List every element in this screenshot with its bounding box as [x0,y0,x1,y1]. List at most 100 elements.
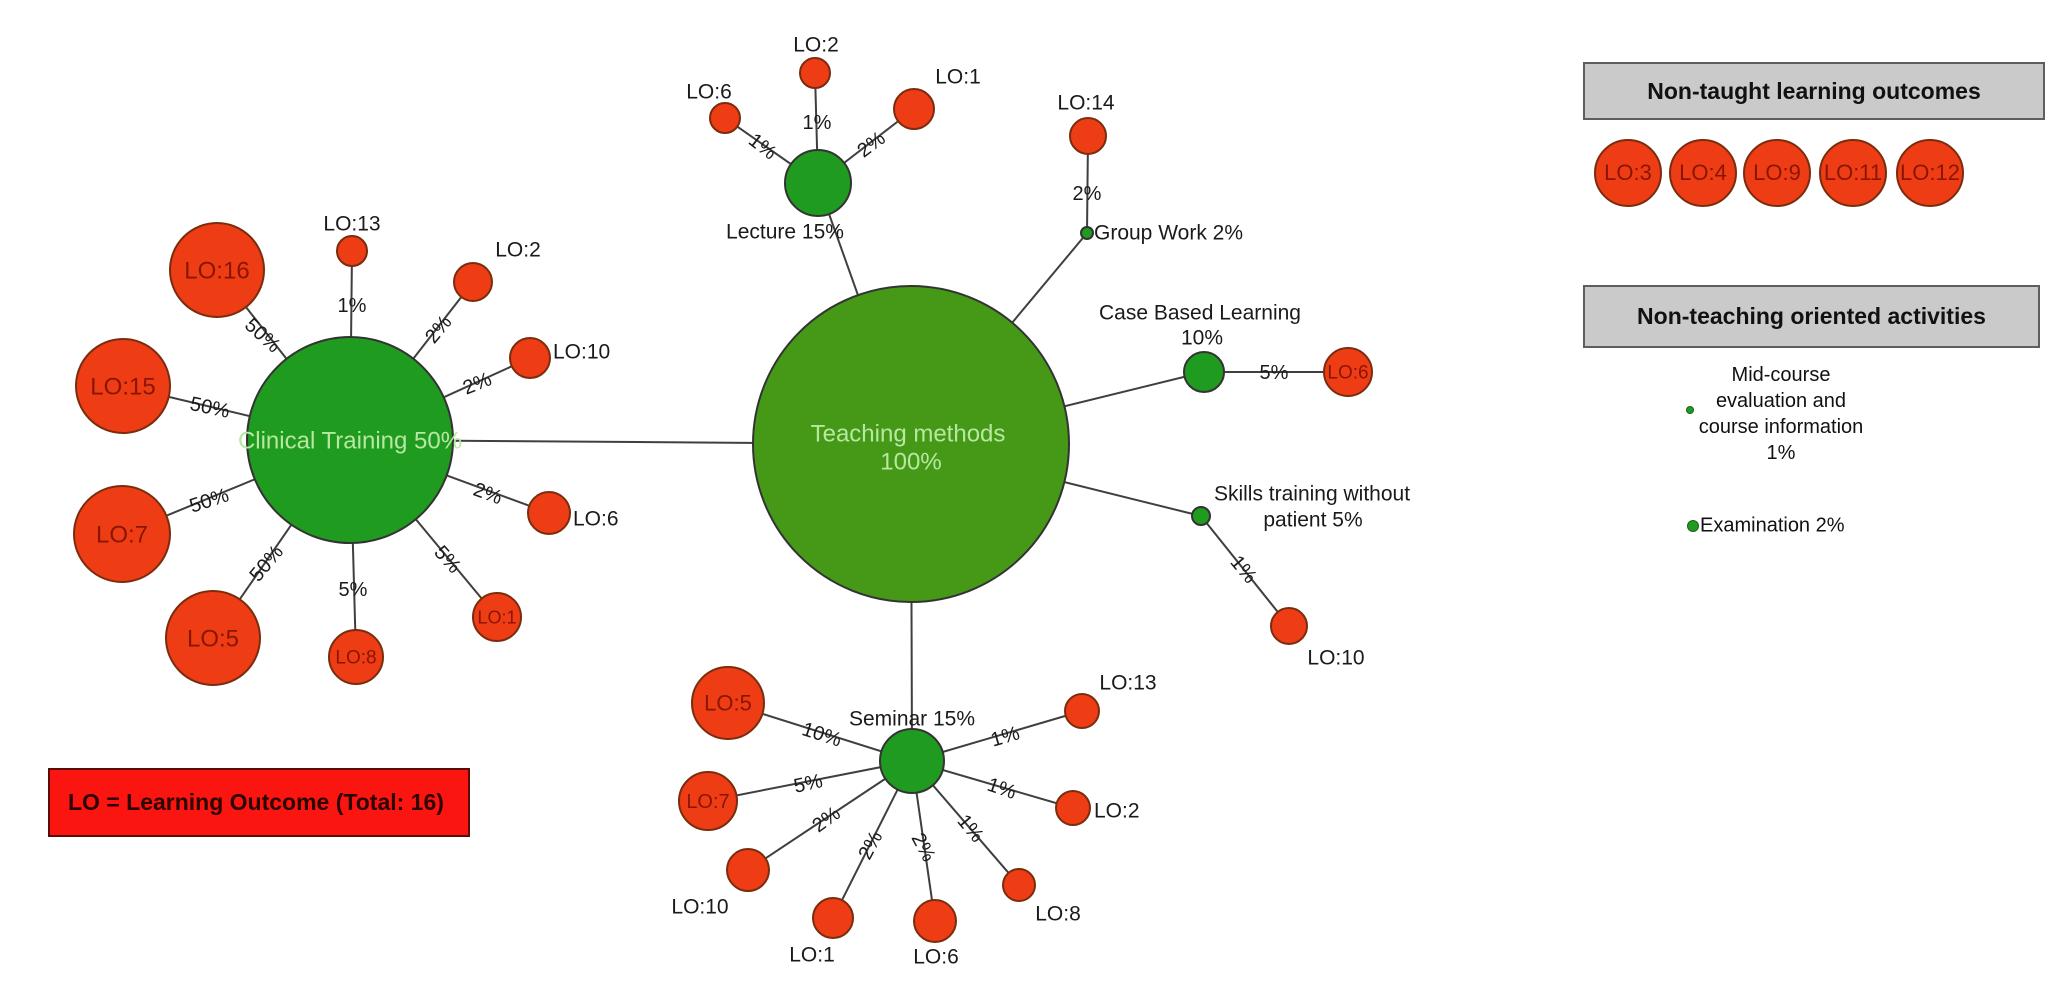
mid-course-item: Mid-course evaluation and course informa… [1651,362,1911,466]
node-teaching-methods-label-0: Teaching methods [811,420,1006,447]
sat-seminar-lo10 [726,848,770,892]
sat-clinical-training-lo8-label: LO:8 [335,648,376,669]
mid-course-dot-icon [1686,406,1694,414]
non-teaching-header-label: Non-teaching oriented activities [1637,303,1986,329]
sat-seminar-lo1 [812,897,854,939]
legend-label: LO = Learning Outcome (Total: 16) [68,789,444,815]
panel-circle-lo11: LO:11 [1819,139,1887,207]
sat-group-work-lo14-label: LO:14 [1057,91,1115,114]
node-skills-training-name-0: Skills training without [1214,482,1410,505]
sat-clinical-training-lo1-label: LO:1 [477,607,516,627]
sat-clinical-training-lo16-label: LO:16 [184,257,249,284]
sat-case-based-learning-lo6-label: LO:6 [1327,363,1368,384]
sat-seminar-lo8-label: LO:8 [1035,902,1081,925]
pct-seminar-lo5: 10% [799,718,844,751]
pct-clinical-training-lo13: 1% [338,295,367,317]
node-case-based-learning-name-1: 10% [1181,326,1223,349]
mid-course-line-1: Mid-course [1731,364,1831,386]
sat-lecture-lo1 [893,88,935,130]
pct-clinical-training-lo16: 50% [240,314,285,357]
sat-seminar-lo7 [678,771,738,831]
panel-circle-lo9: LO:9 [1743,139,1811,207]
pct-clinical-training-lo5: 50% [245,541,288,586]
node-seminar [879,728,945,794]
sat-clinical-training-lo13-label: LO:13 [323,212,380,235]
sat-clinical-training-lo2-label: LO:2 [495,238,541,261]
sat-seminar-lo5-label: LO:5 [704,691,752,716]
panel-circle-lo4: LO:4 [1669,139,1737,207]
mid-course-line-3: course information [1698,416,1864,438]
non-teaching-header: Non-teaching oriented activities [1583,285,2040,348]
sat-clinical-training-lo1 [472,592,522,642]
sat-clinical-training-lo10 [509,337,551,379]
sat-clinical-training-lo7-label: LO:7 [96,521,148,548]
sat-seminar-lo13-label: LO:13 [1099,671,1156,694]
pct-seminar-lo2: 1% [984,774,1019,804]
node-clinical-training [246,336,454,544]
pct-clinical-training-lo15: 50% [188,393,232,423]
examination-dot-icon [1687,520,1699,532]
sat-clinical-training-lo5 [165,590,261,686]
edge-skills-training-lo10 [1200,515,1290,627]
sat-lecture-lo6 [709,102,741,134]
sat-seminar-lo6-label: LO:6 [913,945,959,968]
sat-seminar-lo7-label: LO:7 [686,791,729,813]
legend-box: LO = Learning Outcome (Total: 16) [48,768,470,837]
sat-clinical-training-lo16 [169,222,265,318]
pct-skills-training-lo10: 1% [1226,552,1262,588]
node-group-work [1080,226,1094,240]
sat-clinical-training-lo15-label: LO:15 [90,373,155,400]
sat-lecture-lo2-label: LO:2 [793,33,839,56]
node-clinical-training-label: Clinical Training 50% [238,427,462,454]
sat-seminar-lo2 [1055,790,1091,826]
sat-clinical-training-lo13 [336,235,368,267]
sat-clinical-training-lo6 [527,491,571,535]
pct-clinical-training-lo7: 50% [187,484,232,517]
examination-label: Examination 2% [1700,514,1845,537]
sat-clinical-training-lo2 [453,262,493,302]
node-group-work-name-0: Group Work 2% [1094,221,1243,244]
sat-clinical-training-lo8 [328,629,384,685]
pct-seminar-lo13: 1% [988,722,1022,751]
node-lecture-name-0: Lecture 15% [726,220,844,243]
sat-lecture-lo1-label: LO:1 [935,65,981,88]
sat-case-based-learning-lo6 [1323,347,1373,397]
sat-skills-training-lo10 [1270,607,1308,645]
sat-seminar-lo6 [913,899,957,943]
pct-clinical-training-lo8: 5% [339,579,368,601]
pct-clinical-training-lo6: 2% [470,479,505,510]
sat-clinical-training-lo5-label: LO:5 [187,625,239,652]
sat-lecture-lo2 [799,57,831,89]
non-taught-header: Non-taught learning outcomes [1583,62,2045,120]
pct-case-based-learning-lo6: 5% [1260,362,1289,384]
mid-course-line-2: evaluation and [1715,390,1847,412]
node-teaching-methods [752,285,1070,603]
node-case-based-learning-name-0: Case Based Learning [1099,301,1301,324]
pct-seminar-lo1: 2% [854,827,887,863]
sat-seminar-lo8 [1002,868,1036,902]
pct-clinical-training-lo10: 2% [460,368,495,399]
node-skills-training [1191,506,1211,526]
sat-clinical-training-lo10-label: LO:10 [553,340,610,363]
sat-clinical-training-lo7 [73,485,171,583]
sat-clinical-training-lo6-label: LO:6 [573,507,619,530]
node-case-based-learning [1183,351,1225,393]
pct-seminar-lo7: 5% [792,770,825,798]
sat-clinical-training-lo15 [75,338,171,434]
sat-seminar-lo1-label: LO:1 [789,943,835,966]
sat-skills-training-lo10-label: LO:10 [1307,646,1364,669]
sat-seminar-lo13 [1064,693,1100,729]
pct-seminar-lo10: 2% [808,802,844,837]
sat-lecture-lo6-label: LO:6 [686,80,732,103]
panel-circle-lo3: LO:3 [1594,139,1662,207]
pct-group-work-lo14: 2% [1073,183,1102,205]
edge-seminar-lo7 [707,760,913,802]
node-lecture [784,149,852,217]
sat-seminar-lo10-label: LO:10 [671,895,728,918]
pct-seminar-lo6: 2% [907,830,940,866]
sat-seminar-lo5 [691,666,765,740]
node-seminar-name-0: Seminar 15% [849,707,975,730]
mid-course-line-4: 1% [1766,442,1796,464]
